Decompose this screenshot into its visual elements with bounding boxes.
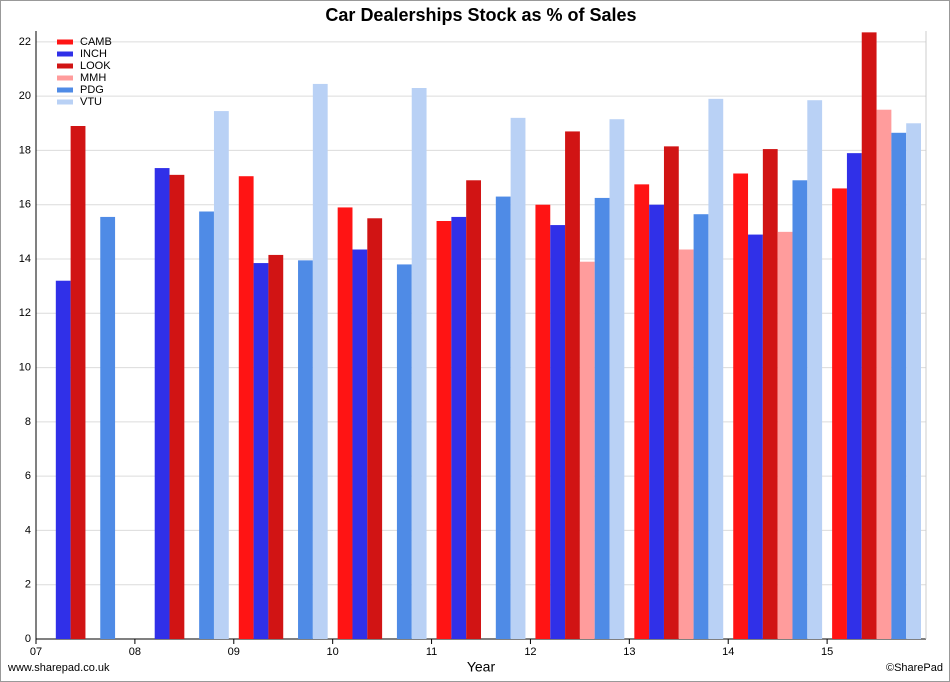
bar	[891, 132, 907, 640]
bar	[495, 196, 511, 640]
y-tick-label: 14	[19, 253, 31, 265]
bar	[352, 249, 368, 639]
bar	[55, 280, 71, 639]
bar	[154, 168, 170, 640]
bar	[846, 153, 862, 639]
bar	[100, 216, 116, 639]
x-axis-label: Year	[467, 659, 496, 675]
y-tick-label: 0	[25, 633, 31, 645]
bar	[268, 254, 284, 639]
y-tick-label: 2	[25, 579, 31, 591]
bar	[510, 117, 526, 640]
legend-swatch	[57, 87, 73, 93]
bar	[748, 234, 763, 640]
legend-label: INCH	[80, 48, 107, 60]
bar	[312, 83, 328, 639]
bar	[337, 207, 353, 639]
legend-swatch	[57, 39, 73, 45]
bar	[594, 197, 610, 639]
legend-swatch	[57, 99, 73, 105]
bar	[238, 176, 254, 639]
bar	[213, 111, 229, 640]
x-tick-label: 11	[426, 646, 437, 658]
bar	[396, 264, 412, 639]
x-tick-label: 13	[623, 646, 635, 658]
legend-label: LOOK	[80, 60, 111, 72]
bar	[70, 126, 86, 639]
y-tick-label: 16	[19, 199, 31, 211]
bar	[451, 216, 467, 639]
x-tick-label: 14	[722, 646, 734, 658]
chart-title: Car Dealerships Stock as % of Sales	[325, 5, 636, 25]
y-tick-label: 4	[25, 524, 31, 536]
legend-label: CAMB	[80, 36, 112, 48]
legend-label: MMH	[80, 72, 106, 84]
y-tick-label: 6	[25, 470, 31, 482]
bar	[466, 180, 481, 640]
bar	[678, 249, 694, 639]
legend-swatch	[57, 75, 73, 81]
legend-swatch	[57, 51, 73, 57]
y-tick-label: 20	[19, 90, 31, 102]
bar	[693, 214, 709, 639]
bar	[535, 204, 551, 639]
bar	[367, 218, 383, 640]
bar	[762, 149, 778, 640]
bar	[436, 221, 452, 639]
bar	[253, 263, 269, 639]
bar	[708, 98, 724, 640]
bar	[565, 131, 580, 639]
y-tick-label: 12	[19, 307, 31, 319]
y-tick-label: 8	[25, 416, 31, 428]
bar	[807, 100, 823, 639]
bar	[876, 109, 892, 639]
x-tick-label: 09	[228, 646, 240, 658]
y-tick-label: 22	[19, 36, 31, 48]
legend-label: VTU	[80, 96, 102, 108]
bar	[663, 146, 679, 639]
y-tick-label: 18	[19, 144, 31, 156]
x-tick-label: 10	[327, 646, 339, 658]
bar	[411, 88, 427, 639]
bar	[199, 211, 214, 639]
legend-label: PDG	[80, 84, 104, 96]
bar	[609, 119, 625, 639]
bar	[777, 231, 793, 639]
bar	[832, 188, 847, 639]
bar	[550, 225, 566, 640]
bar	[298, 260, 313, 639]
bar	[733, 173, 749, 639]
bar	[792, 180, 808, 640]
bar	[579, 261, 595, 639]
source: www.sharepad.co.uk	[7, 662, 110, 674]
bar	[649, 204, 664, 639]
x-tick-label: 12	[524, 646, 536, 658]
y-tick-label: 10	[19, 361, 31, 373]
bar	[634, 184, 650, 639]
credit: ©SharePad	[886, 662, 943, 674]
x-tick-label: 08	[129, 646, 141, 658]
bar	[169, 174, 185, 639]
bar	[906, 123, 921, 640]
x-tick-label: 15	[821, 646, 833, 658]
x-tick-label: 07	[30, 646, 42, 658]
bar	[861, 32, 877, 640]
legend-swatch	[57, 63, 73, 69]
